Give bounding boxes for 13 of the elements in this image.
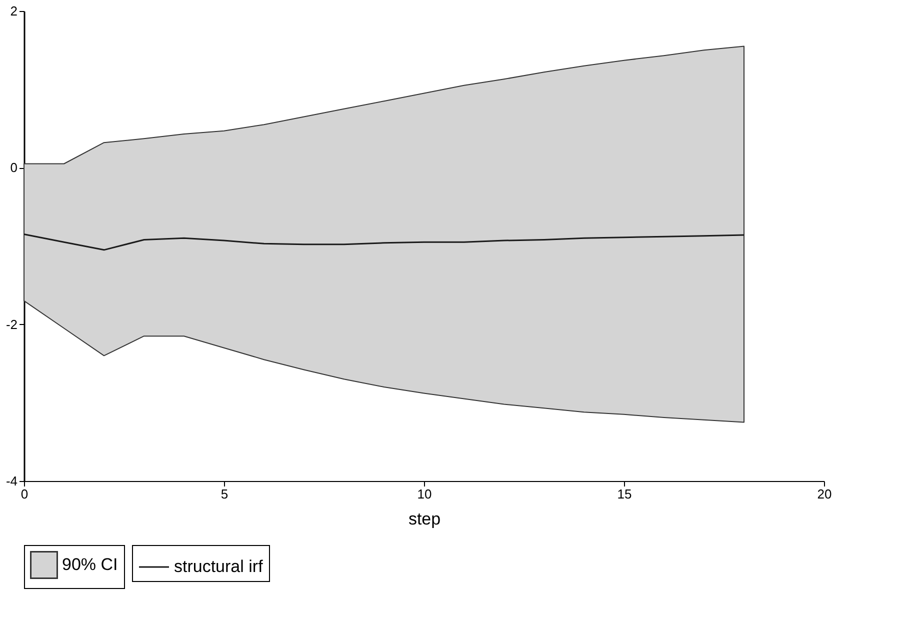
x-tick-label: 0: [20, 486, 28, 502]
x-tick-label: 10: [417, 486, 432, 502]
line-series: [23, 234, 745, 251]
legend-label: structural irf: [174, 557, 264, 576]
legend-label: 90% CI: [62, 555, 118, 574]
y-tick-label: 0: [10, 160, 18, 176]
y-tick-label: -4: [6, 474, 18, 488]
x-tick-label: 15: [617, 486, 632, 502]
y-tick-label: -2: [6, 316, 18, 332]
x-tick-label: 20: [817, 486, 832, 502]
x-tick-label: 5: [220, 486, 228, 502]
x-axis-title: step: [408, 510, 441, 528]
y-tick-label: 2: [10, 4, 18, 18]
